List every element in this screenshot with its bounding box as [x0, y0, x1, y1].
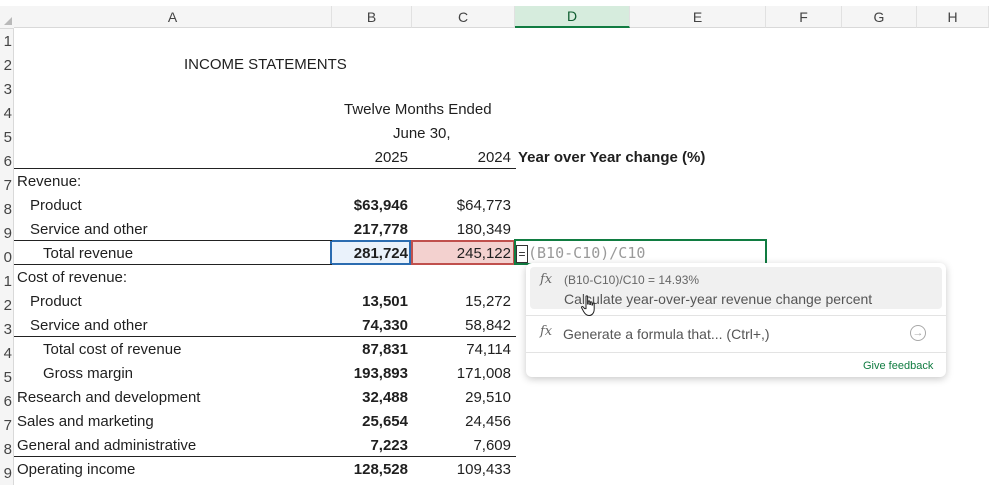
- popup-divider-bottom: [526, 352, 946, 353]
- column-header-h[interactable]: H: [917, 6, 989, 28]
- row-header-2[interactable]: 2: [0, 53, 14, 77]
- line-label-sales-marketing: Sales and marketing: [17, 412, 154, 430]
- row-header-5[interactable]: 5: [0, 125, 14, 149]
- line-label-revenue: Revenue:: [17, 172, 82, 190]
- period-heading-line1: Twelve Months Ended: [344, 100, 492, 118]
- column-header-b[interactable]: B: [332, 6, 412, 28]
- year-2025-header: 2025: [374, 148, 408, 166]
- total-cost-top-border: [14, 336, 516, 337]
- column-header-a[interactable]: A: [14, 6, 332, 28]
- line-label-product: Product: [30, 196, 82, 214]
- cell-b10[interactable]: 281,724: [353, 244, 408, 262]
- suggestion-description: Calculate year-over-year revenue change …: [564, 291, 873, 307]
- cell-b16[interactable]: 32,488: [362, 388, 408, 406]
- line-label-service: Service and other: [30, 220, 148, 238]
- cell-b8[interactable]: $63,946: [353, 196, 408, 214]
- cell-b14[interactable]: 87,831: [362, 340, 408, 358]
- line-label-cost-of-revenue: Cost of revenue:: [17, 268, 128, 286]
- formula-suggestion-popup: fx (B10-C10)/C10 = 14.93% Calculate year…: [526, 263, 946, 377]
- formula-equals-sign: =: [516, 245, 528, 263]
- popup-divider: [526, 315, 946, 316]
- row-header-10[interactable]: 0: [0, 245, 14, 269]
- referenced-cell-c10[interactable]: [411, 240, 515, 265]
- generate-formula-label: Generate a formula that... (Ctrl+,): [563, 326, 770, 342]
- cell-b9[interactable]: 217,778: [353, 220, 408, 238]
- statement-title: INCOME STATEMENTS: [184, 55, 347, 73]
- column-header-g[interactable]: G: [842, 6, 917, 28]
- row-header-19[interactable]: 9: [0, 461, 14, 485]
- generate-formula-row[interactable]: fx Generate a formula that... (Ctrl+,) →: [526, 319, 946, 347]
- cell-c13[interactable]: 58,842: [465, 316, 511, 334]
- cell-c16[interactable]: 29,510: [465, 388, 511, 406]
- row-header-11[interactable]: 1: [0, 269, 14, 293]
- hand-cursor-icon: [580, 295, 595, 317]
- period-heading-line2: June 30,: [393, 124, 451, 142]
- row-header-1[interactable]: 1: [0, 29, 14, 53]
- line-label-operating-income: Operating income: [17, 460, 136, 478]
- row-header-18[interactable]: 8: [0, 437, 14, 461]
- cell-c9[interactable]: 180,349: [456, 220, 511, 238]
- column-header-f[interactable]: F: [766, 6, 842, 28]
- line-label-total-revenue: Total revenue: [43, 244, 134, 262]
- header-underline: [14, 168, 516, 169]
- line-label-gross-margin: Gross margin: [43, 364, 134, 382]
- row-header-4[interactable]: 4: [0, 101, 14, 125]
- cell-c17[interactable]: 24,456: [465, 412, 511, 430]
- cell-c10[interactable]: 245,122: [456, 244, 511, 262]
- select-all-corner[interactable]: [0, 6, 14, 29]
- column-header-d[interactable]: D: [515, 6, 630, 28]
- row-header-8[interactable]: 8: [0, 197, 14, 221]
- formula-suggestion-item[interactable]: fx (B10-C10)/C10 = 14.93% Calculate year…: [530, 267, 942, 309]
- selected-cell-b10[interactable]: [330, 240, 411, 265]
- row-header-13[interactable]: 3: [0, 317, 14, 341]
- submit-arrow-icon[interactable]: →: [910, 325, 926, 341]
- row-header-16[interactable]: 6: [0, 389, 14, 413]
- cell-c8[interactable]: $64,773: [456, 196, 511, 214]
- cell-b15[interactable]: 193,893: [353, 364, 408, 382]
- yoy-change-header: Year over Year change (%): [518, 148, 706, 166]
- line-label-research: Research and development: [17, 388, 201, 406]
- cell-c15[interactable]: 171,008: [456, 364, 511, 382]
- cell-b12[interactable]: 13,501: [362, 292, 408, 310]
- give-feedback-link[interactable]: Give feedback: [863, 360, 934, 372]
- row-header-3[interactable]: 3: [0, 77, 14, 101]
- cell-b17[interactable]: 25,654: [362, 412, 408, 430]
- row-header-12[interactable]: 2: [0, 293, 14, 317]
- row-header-7[interactable]: 7: [0, 173, 14, 197]
- row-header-6[interactable]: 6: [0, 149, 14, 173]
- row-header-14[interactable]: 4: [0, 341, 14, 365]
- year-2024-header: 2024: [477, 148, 511, 166]
- cell-b18[interactable]: 7,223: [370, 436, 408, 454]
- cell-c14[interactable]: 74,114: [466, 340, 511, 358]
- row-header-9[interactable]: 9: [0, 221, 14, 245]
- line-label-cost-service: Service and other: [30, 316, 148, 334]
- generate-fx-icon: fx: [540, 324, 553, 339]
- formula-fx-icon: fx: [540, 272, 553, 287]
- row-header-17[interactable]: 7: [0, 413, 14, 437]
- column-header-e[interactable]: E: [630, 6, 766, 28]
- cell-b13[interactable]: 74,330: [362, 316, 408, 334]
- cell-c18[interactable]: 7,609: [473, 436, 511, 454]
- operating-income-top-border: [14, 456, 516, 457]
- formula-ghost-text: (B10-C10)/C10: [528, 244, 646, 262]
- line-label-general-admin: General and administrative: [17, 436, 197, 454]
- line-label-cost-product: Product: [30, 292, 82, 310]
- cell-c12[interactable]: 15,272: [465, 292, 511, 310]
- total-revenue-top-border: [14, 240, 332, 241]
- line-label-total-cost: Total cost of revenue: [43, 340, 182, 358]
- cell-c19[interactable]: 109,433: [456, 460, 511, 478]
- column-header-c[interactable]: C: [412, 6, 515, 28]
- total-revenue-bottom-border: [14, 264, 332, 265]
- suggestion-formula-text: (B10-C10)/C10 = 14.93%: [564, 273, 700, 287]
- row-header-15[interactable]: 5: [0, 365, 14, 389]
- cell-b19[interactable]: 128,528: [353, 460, 408, 478]
